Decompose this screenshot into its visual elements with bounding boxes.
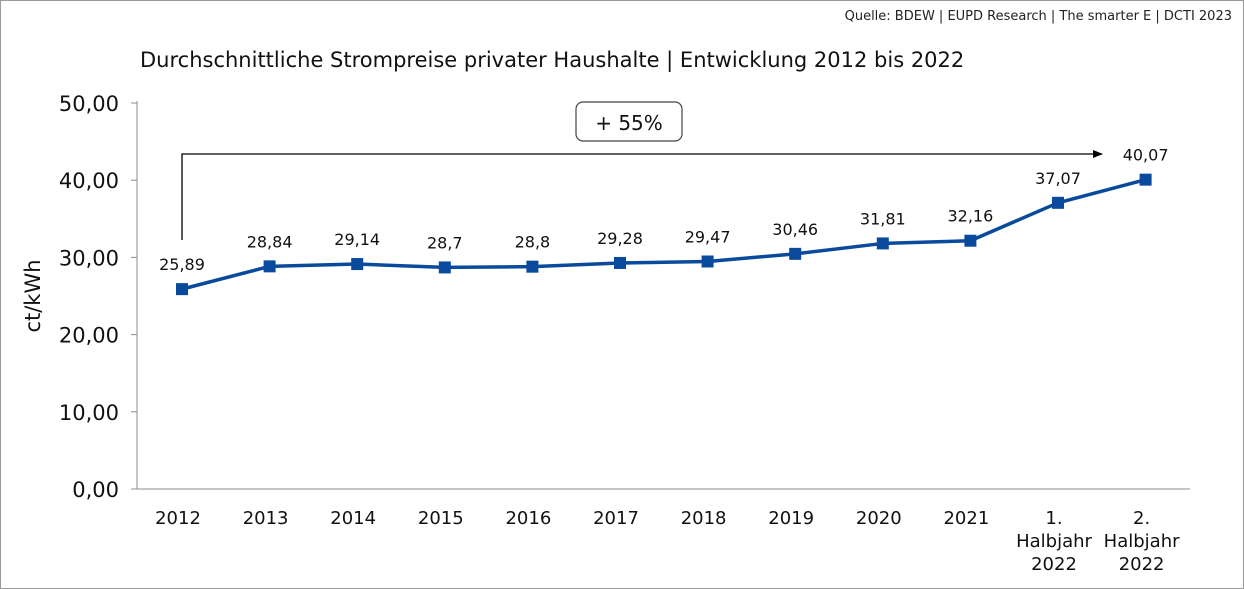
- data-point-marker: [438, 261, 451, 274]
- x-tick-label: 2018: [681, 508, 727, 529]
- y-tick-label: 50,00: [59, 92, 119, 116]
- series-line: [181, 177, 1147, 291]
- data-point-marker: [614, 256, 626, 269]
- data-point-marker: [789, 247, 802, 260]
- y-tick-label: 0,00: [72, 478, 119, 502]
- data-point-marker: [701, 255, 714, 268]
- y-tick-label: 20,00: [59, 324, 119, 348]
- growth-arrow: [181, 150, 1103, 240]
- data-label: 37,07: [1035, 169, 1081, 188]
- data-label: 28,7: [427, 233, 463, 252]
- x-tick-label: 2020: [856, 508, 902, 529]
- x-tick-label: 2014: [330, 508, 376, 529]
- y-tick-label: 10,00: [59, 401, 119, 425]
- data-label: 31,81: [860, 209, 906, 228]
- data-point-marker: [263, 260, 276, 273]
- x-tick-labels: 2012 2013 2014 2015 2016 2017 2018 2019 2020 2021…: [155, 508, 1180, 575]
- x-tick-label: 2015: [418, 508, 464, 529]
- axes: 0,00 10,00 20,00 30,00 40,00 50,00 ct/kWh: [21, 92, 1190, 502]
- y-tick-label: 30,00: [59, 246, 119, 270]
- data-label: 30,46: [772, 220, 818, 239]
- x-tick-label: 2012: [155, 508, 201, 529]
- growth-box: [575, 101, 683, 142]
- y-tick-label: 40,00: [59, 169, 119, 193]
- data-labels: 25,89 28,84 29,14 28,7 28,8 29,28 29,47 30,46 31…: [159, 146, 1168, 274]
- x-tick-label: 1. Halbjahr 2022: [1016, 508, 1092, 575]
- data-point-marker: [176, 283, 188, 296]
- x-tick-label: 2. Halbjahr 2022: [1104, 508, 1180, 575]
- x-tick-label: 2017: [593, 508, 639, 529]
- data-label: 29,14: [334, 230, 380, 249]
- x-tick-label: 2013: [243, 508, 289, 529]
- data-label: 28,84: [247, 232, 293, 251]
- growth-label: + 55%: [595, 111, 663, 135]
- data-label: 29,47: [685, 227, 731, 246]
- x-tick-label: 2019: [768, 508, 814, 529]
- data-label: 29,28: [597, 229, 643, 248]
- y-axis-label: ct/kWh: [21, 259, 45, 332]
- data-label: 25,89: [159, 255, 205, 274]
- series-strompreis: [176, 173, 1152, 296]
- chart-title: Durchschnittliche Strompreise privater H…: [140, 48, 965, 72]
- data-label: 40,07: [1123, 146, 1169, 165]
- data-point-marker: [526, 260, 539, 273]
- data-point-marker: [351, 258, 364, 271]
- data-point-marker: [964, 234, 977, 247]
- data-point-marker: [876, 237, 889, 250]
- growth-annotation: + 55%: [181, 101, 1103, 240]
- x-tick-label: 2021: [943, 508, 989, 529]
- data-point-marker: [1139, 173, 1152, 186]
- data-point-marker: [1052, 196, 1064, 209]
- data-label: 32,16: [947, 207, 993, 226]
- source-note: Quelle: BDEW | EUPD Research | The smart…: [844, 9, 1232, 24]
- data-label: 28,8: [515, 233, 551, 252]
- x-tick-label: 2016: [505, 508, 551, 529]
